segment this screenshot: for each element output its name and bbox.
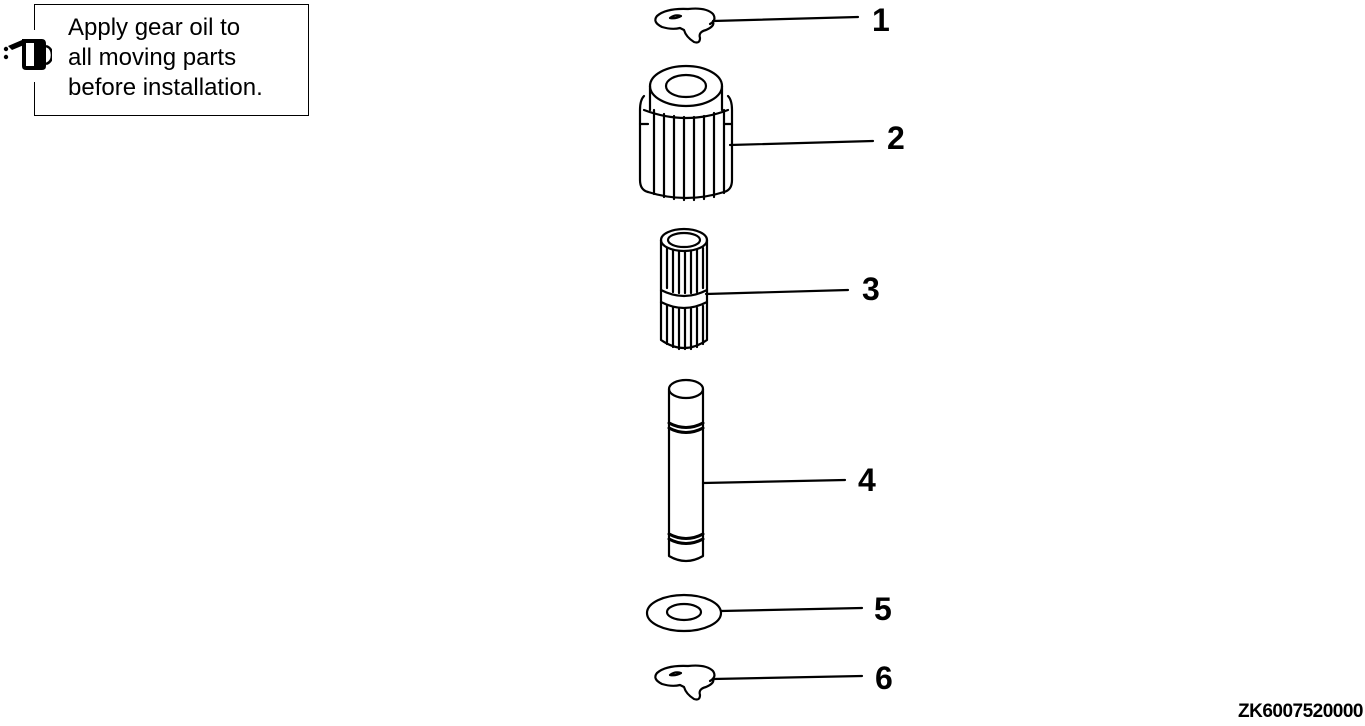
oil-can-icon — [3, 39, 52, 70]
leader-line-4 — [701, 478, 847, 485]
shaft — [667, 378, 705, 563]
snap-ring-top — [654, 7, 716, 44]
instruction-note-text: Apply gear oil to all moving parts befor… — [68, 14, 263, 101]
callout-number-2: 2 — [887, 120, 905, 156]
leader-line-2 — [728, 139, 875, 147]
gear — [638, 64, 734, 202]
washer — [645, 593, 723, 633]
leader-line-3 — [704, 288, 850, 296]
leader-line-6 — [711, 674, 864, 681]
leader-line-5 — [719, 606, 864, 613]
leader-line-1 — [711, 15, 860, 23]
callout-number-4: 4 — [858, 462, 876, 498]
snap-ring-bottom — [654, 664, 716, 701]
needle-bearing — [659, 227, 709, 351]
callout-number-1: 1 — [872, 2, 890, 38]
callout-number-6: 6 — [875, 660, 893, 696]
figure-id: ZK6007520000 — [1238, 701, 1364, 722]
callout-number-3: 3 — [862, 271, 880, 307]
callout-number-5: 5 — [874, 591, 892, 627]
